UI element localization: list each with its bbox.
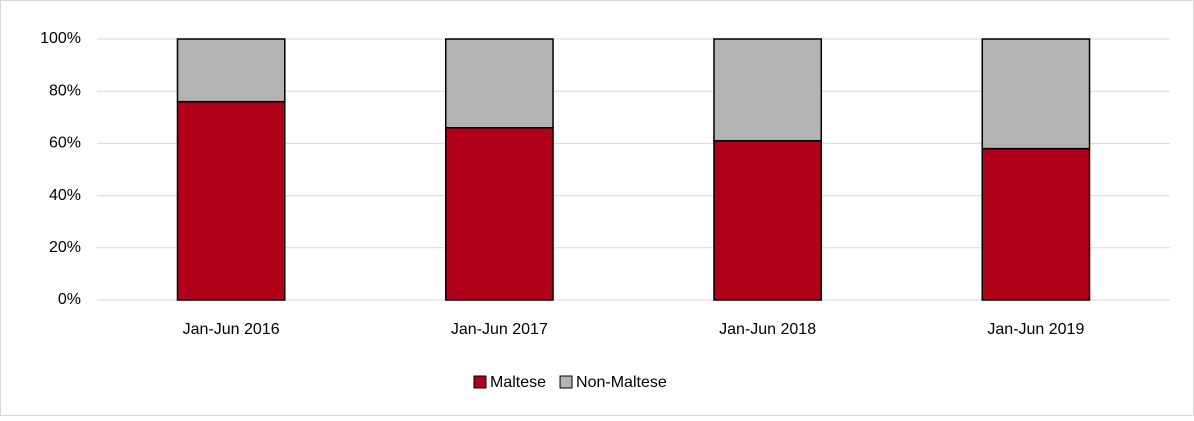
bar-segment: [981, 38, 1091, 150]
x-tick-label: Jan-Jun 2016: [183, 321, 280, 338]
bar-segment: [713, 140, 823, 301]
y-tick-label: 20%: [49, 239, 81, 256]
y-tick-label: 40%: [49, 187, 81, 204]
x-tick-label: Jan-Jun 2017: [451, 321, 548, 338]
bar-segment: [444, 38, 554, 129]
legend-swatch: [473, 375, 487, 389]
legend-label: Maltese: [490, 374, 546, 391]
y-tick-label: 60%: [49, 135, 81, 152]
y-tick-label: 80%: [49, 82, 81, 99]
y-tick-label: 0%: [58, 291, 81, 308]
bar-segment: [713, 38, 823, 142]
x-tick-label: Jan-Jun 2018: [719, 321, 816, 338]
y-tick-label: 100%: [40, 30, 81, 47]
bar-segment: [981, 147, 1091, 301]
bar-segment: [176, 100, 286, 301]
bar-segment: [444, 126, 554, 301]
legend-label: Non-Maltese: [576, 374, 667, 391]
bar-segment: [176, 38, 286, 103]
x-tick-label: Jan-Jun 2019: [987, 321, 1084, 338]
legend-swatch: [559, 375, 573, 389]
